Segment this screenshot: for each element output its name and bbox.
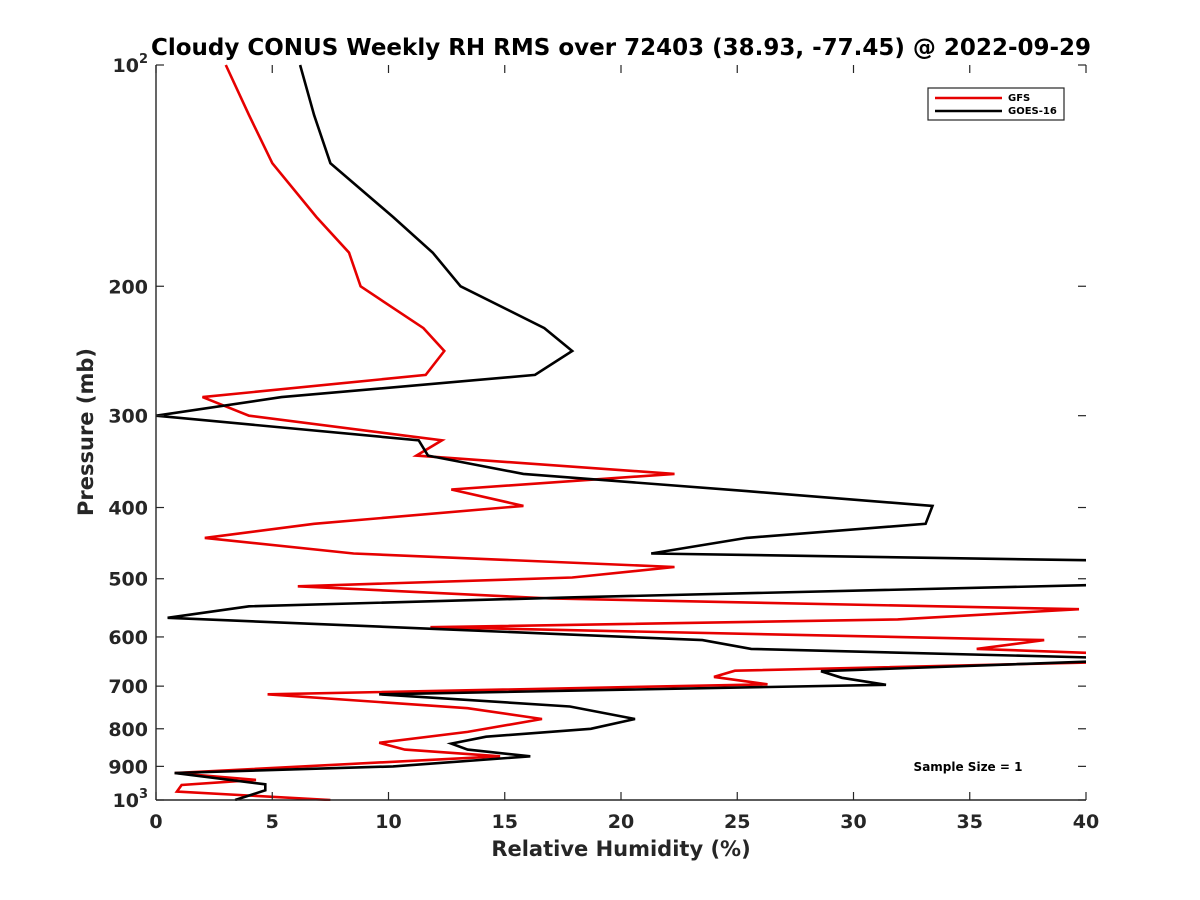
series-line-goes16 [156, 64, 1086, 801]
y-ticks: 102 200 300 400 500 600 700 800 900 103 [108, 52, 1086, 812]
x-tick-label: 0 [149, 811, 162, 833]
x-axis-label: Relative Humidity (%) [491, 837, 750, 861]
legend-box [927, 87, 1065, 121]
series-layer [156, 64, 1086, 801]
plot-frame [156, 65, 1086, 800]
y-tick-label: 600 [108, 627, 148, 649]
legend: GFS GOES-16 [927, 87, 1065, 121]
x-tick-label: 25 [724, 811, 750, 833]
y-tick-label: 800 [108, 719, 148, 741]
y-tick-label: 200 [108, 276, 148, 298]
y-tick-label: 300 [108, 406, 148, 428]
y-tick-label: 700 [108, 676, 148, 698]
legend-label-gfs: GFS [1008, 93, 1030, 104]
x-tick-label: 20 [608, 811, 634, 833]
chart-title: Cloudy CONUS Weekly RH RMS over 72403 (3… [151, 35, 1091, 61]
sample-size-annotation: Sample Size = 1 [914, 760, 1023, 774]
x-ticks: 0 5 10 15 20 25 30 35 40 [149, 65, 1099, 833]
y-tick-label: 102 [113, 52, 149, 77]
y-tick-label: 400 [108, 498, 148, 520]
x-tick-label: 5 [266, 811, 279, 833]
y-tick-label: 103 [113, 787, 149, 812]
x-tick-label: 30 [840, 811, 866, 833]
y-tick-label: 500 [108, 569, 148, 591]
legend-label-goes16: GOES-16 [1008, 106, 1057, 117]
x-tick-label: 15 [492, 811, 518, 833]
x-tick-label: 10 [375, 811, 401, 833]
x-tick-label: 35 [957, 811, 983, 833]
y-tick-label: 900 [108, 756, 148, 778]
x-tick-label: 40 [1073, 811, 1099, 833]
y-axis-label: Pressure (mb) [74, 348, 98, 516]
